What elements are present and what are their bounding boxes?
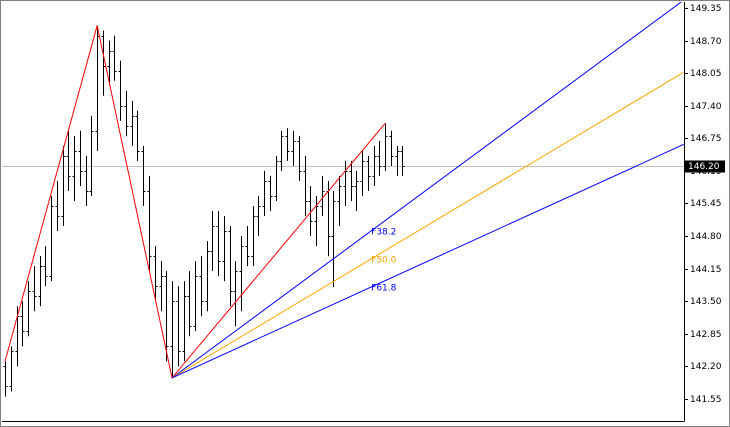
fan-line xyxy=(171,71,684,379)
y-tick-label: 141.55 xyxy=(690,395,722,405)
fan-label: F61.8 xyxy=(371,284,396,294)
fan-line xyxy=(171,2,683,379)
last-price-label: 146.20 xyxy=(688,162,720,172)
y-tick-label: 144.80 xyxy=(690,232,722,242)
y-tick-label: 147.40 xyxy=(690,102,722,112)
y-tick-label: 148.05 xyxy=(690,69,722,79)
y-tick-label: 146.75 xyxy=(690,134,722,144)
y-tick-label: 142.20 xyxy=(690,362,722,372)
fan-label: F50.0 xyxy=(371,255,396,265)
y-tick-label: 144.15 xyxy=(690,265,722,275)
fan-line xyxy=(171,143,684,379)
y-tick-label: 149.35 xyxy=(690,4,722,14)
y-tick-label: 143.50 xyxy=(690,297,722,307)
y-tick-label: 145.45 xyxy=(690,199,722,209)
fan-label: F38.2 xyxy=(371,227,396,237)
y-tick-label: 142.85 xyxy=(690,330,722,340)
plot-area xyxy=(2,2,684,421)
y-tick-label: 148.70 xyxy=(690,37,722,47)
plot-layer: F38.2 F50.0 F61.8 xyxy=(2,2,684,397)
last-price-box xyxy=(685,160,725,173)
axis-layer: 149.35148.70148.05147.40146.75146.10145.… xyxy=(684,4,725,405)
zigzag-line xyxy=(4,25,386,380)
